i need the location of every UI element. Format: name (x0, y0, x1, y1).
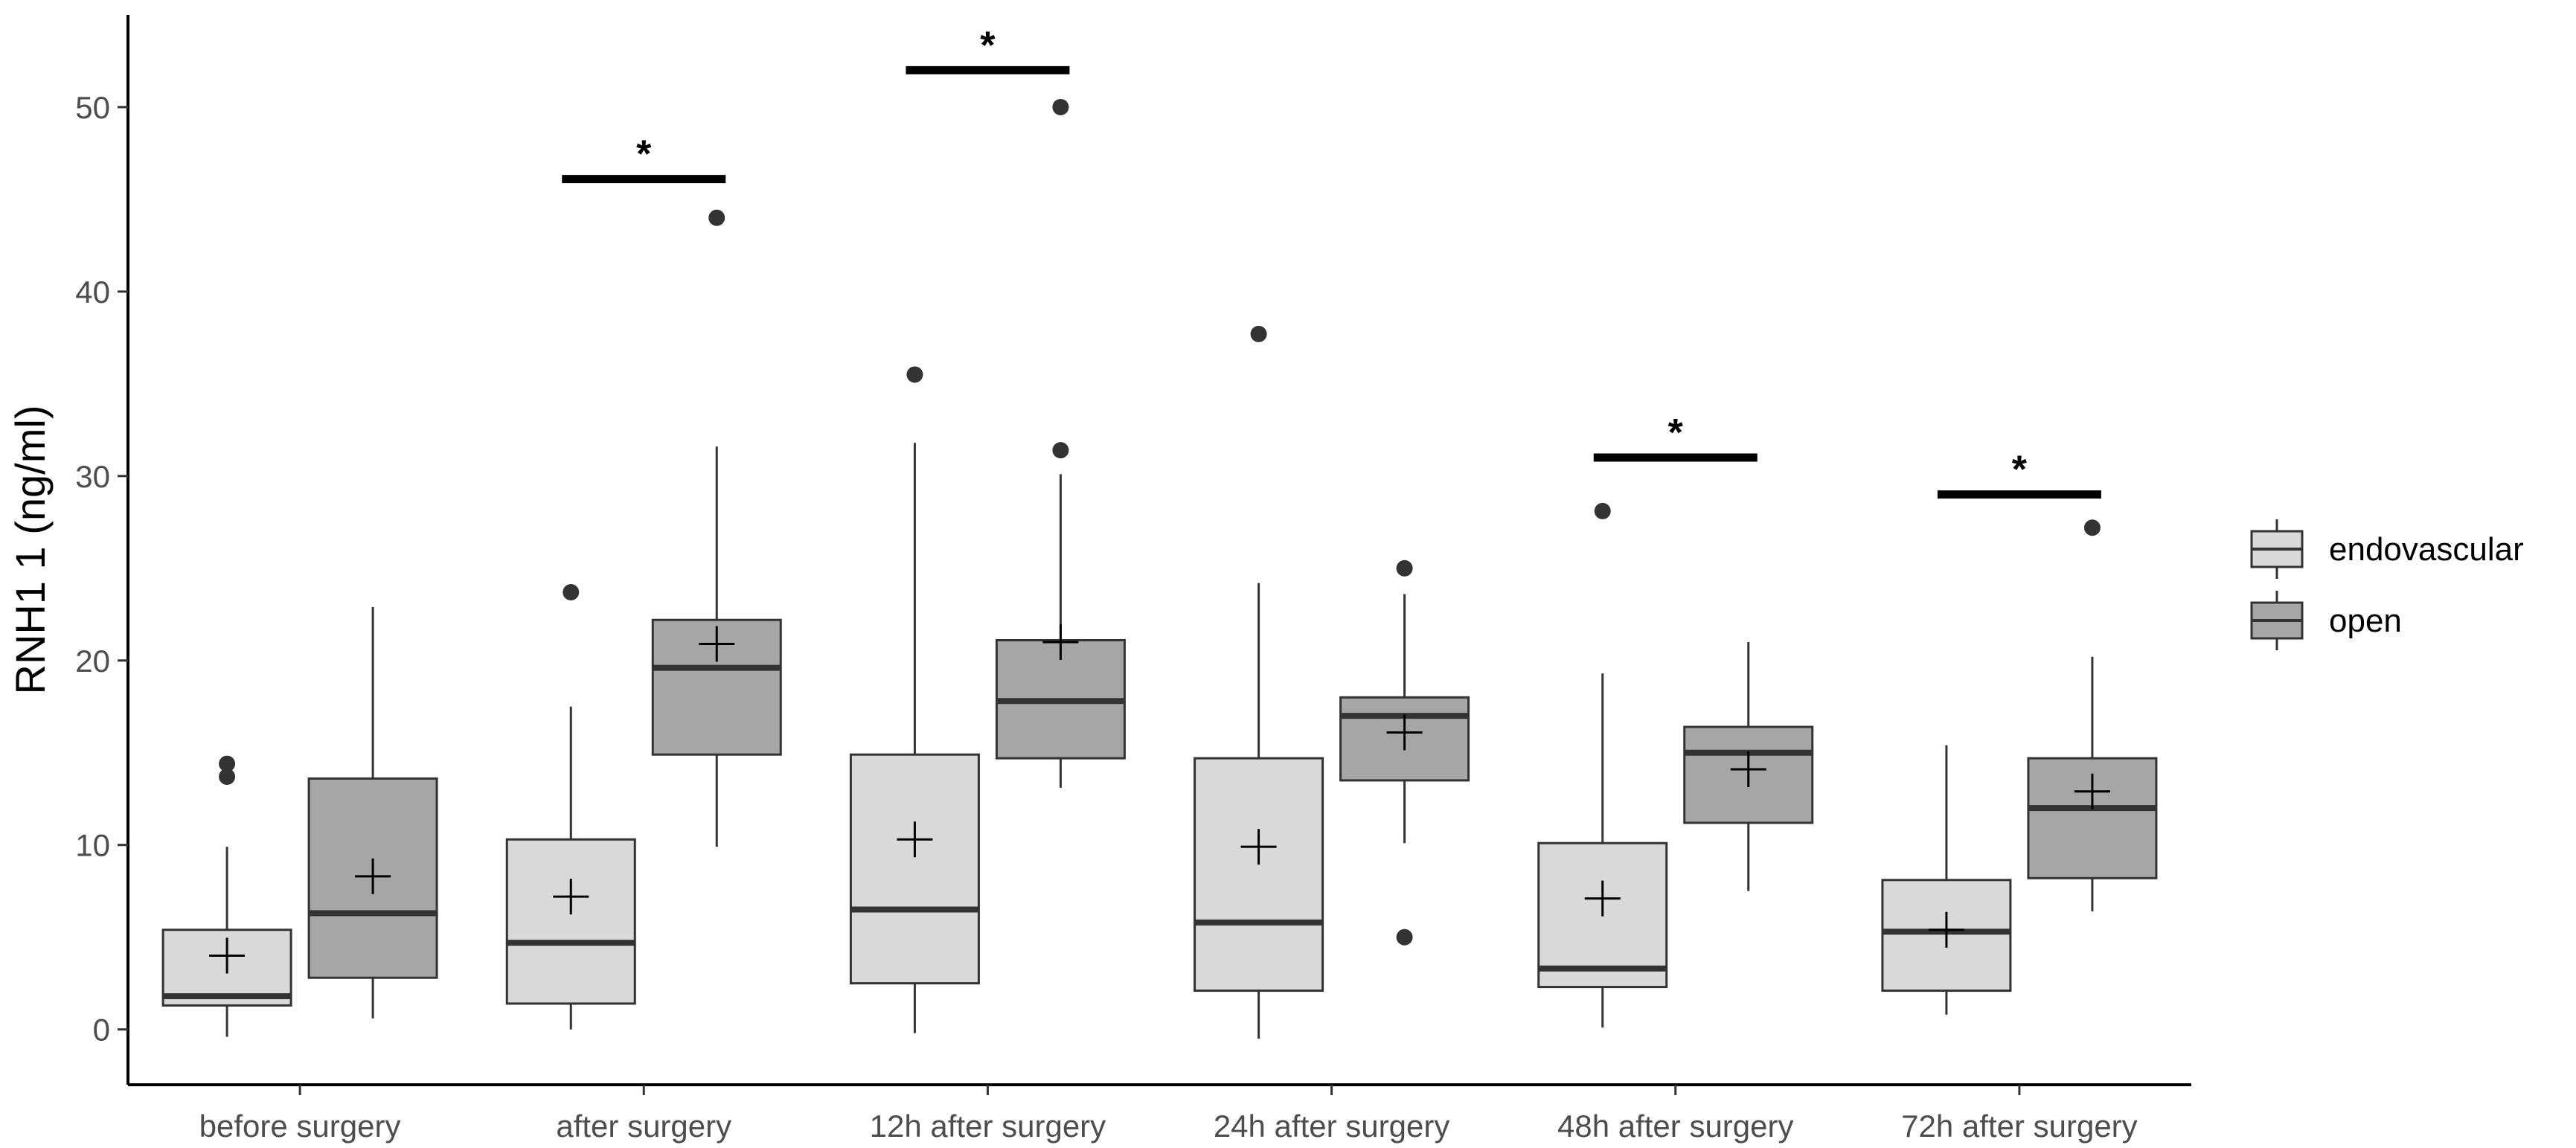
legend-label: open (2329, 603, 2402, 639)
boxes-layer (161, 98, 2158, 1039)
x-tick-label: 48h after surgery (1557, 1109, 1794, 1144)
box-iqr (1194, 757, 1324, 993)
outlier-point (1052, 98, 1069, 115)
outlier-point (219, 755, 236, 772)
x-tick-label: before surgery (199, 1109, 401, 1144)
box-open-5 (2027, 519, 2158, 911)
outlier-point (1396, 929, 1413, 946)
x-tick-label: 12h after surgery (870, 1109, 1106, 1144)
significance-layer: * * * * (562, 24, 2101, 499)
y-axis-title: RNH1 1 (ng/ml) (7, 405, 54, 695)
outlier-point (1250, 325, 1267, 342)
box-open-1 (651, 209, 782, 847)
box-open-4 (1683, 641, 1814, 891)
significance-star: * (980, 24, 996, 67)
outlier-point (219, 768, 236, 785)
significance-star: * (2012, 449, 2028, 492)
x-tick-label: 72h after surgery (1901, 1109, 2138, 1144)
box-endovascular-2 (849, 366, 980, 1033)
box-open-0 (307, 606, 438, 1019)
box-open-3 (1339, 559, 1470, 946)
legend: endovascular open (2250, 519, 2524, 650)
y-tick-label: 0 (93, 1013, 110, 1048)
box-endovascular-3 (1194, 325, 1324, 1039)
legend-item-endovascular: endovascular (2250, 519, 2524, 579)
significance-star: * (1668, 411, 1684, 455)
significance-star: * (636, 133, 652, 176)
y-tick-label: 20 (75, 644, 110, 679)
box-endovascular-0 (161, 755, 292, 1037)
y-tick-label: 40 (75, 275, 110, 310)
x-tick-label: after surgery (556, 1109, 731, 1144)
x-tick-label: 24h after surgery (1214, 1109, 1450, 1144)
box-endovascular-4 (1537, 502, 1668, 1028)
box-iqr (849, 753, 980, 985)
outlier-point (563, 584, 580, 601)
legend-label: endovascular (2329, 531, 2524, 568)
y-tick-label: 10 (75, 828, 110, 863)
outlier-point (1052, 442, 1069, 459)
legend-item-open: open (2250, 591, 2402, 650)
box-endovascular-1 (505, 584, 636, 1030)
y-tick-label: 30 (75, 459, 110, 494)
axes-layer: 0 10 20 30 40 50 RNH1 1 (ng/ml) before surgery a… (7, 15, 2191, 1144)
outlier-point (906, 366, 923, 383)
outlier-point (1594, 502, 1611, 519)
box-endovascular-5 (1881, 745, 2012, 1015)
box-iqr (505, 838, 636, 1005)
outlier-point (1396, 559, 1413, 577)
outlier-point (2083, 519, 2101, 536)
y-tick-label: 50 (75, 90, 110, 125)
box-open-2 (995, 98, 1126, 788)
outlier-point (708, 209, 725, 226)
